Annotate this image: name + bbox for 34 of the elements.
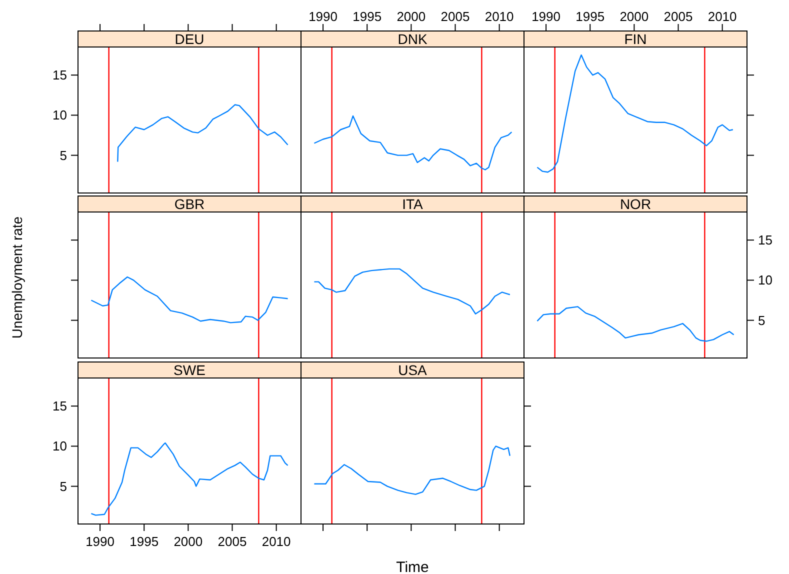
x-tick-label: 1995 [576,9,605,24]
x-tick-label: 1990 [308,9,338,24]
y-tick-label: 5 [60,478,67,494]
y-axis-title: Unemployment rate [9,216,25,339]
x-axis-title: Time [396,559,429,574]
y-tick-label: 10 [52,108,67,123]
chart-title: DEU [174,31,204,47]
y-tick-label: 10 [758,272,772,288]
x-tick-label: 2005 [664,9,693,24]
y-tick-label: 15 [52,68,67,83]
x-tick-label: 2000 [396,9,426,24]
y-tick-label: 10 [52,438,67,454]
chart-title: USA [398,362,428,378]
x-tick-label: 2000 [620,9,649,24]
x-tick-label: 2000 [174,534,203,549]
chart-title: FIN [624,31,647,47]
y-tick-label: 5 [60,148,67,163]
x-tick-label: 1990 [532,9,560,24]
chart-title: GBR [174,196,205,212]
x-tick-label: 2005 [218,534,247,549]
x-tick-label: 1995 [352,9,382,24]
x-tick-label: 2010 [262,534,291,549]
chart-title: DNK [398,31,428,47]
y-tick-label: 15 [52,398,67,414]
chart-title: SWE [174,362,206,378]
chart-title: NOR [620,196,652,212]
chart-title: ITA [402,196,424,212]
x-tick-label: 2010 [708,9,737,24]
x-tick-label: 2010 [484,9,514,24]
x-tick-label: 1990 [86,534,114,549]
x-tick-label: 2005 [440,9,470,24]
x-tick-label: 1995 [130,534,159,549]
y-tick-label: 5 [758,312,766,328]
y-tick-label: 15 [758,232,772,248]
